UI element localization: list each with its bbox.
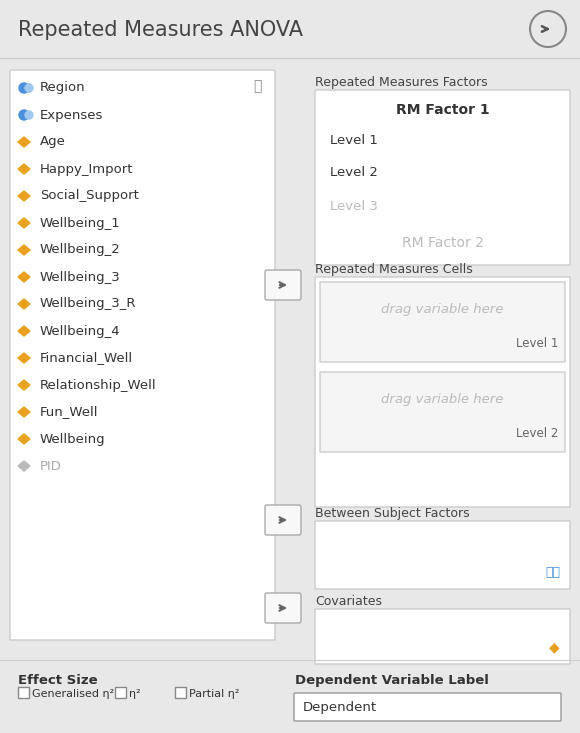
FancyBboxPatch shape: [315, 609, 570, 664]
Text: Effect Size: Effect Size: [18, 674, 97, 687]
Polygon shape: [18, 407, 30, 417]
Text: Dependent: Dependent: [303, 701, 377, 713]
Text: Relationship_Well: Relationship_Well: [40, 378, 157, 391]
Text: Level 3: Level 3: [330, 199, 378, 213]
Text: Social_Support: Social_Support: [40, 190, 139, 202]
Polygon shape: [18, 137, 30, 147]
Text: Wellbeing_2: Wellbeing_2: [40, 243, 121, 257]
Text: Between Subject Factors: Between Subject Factors: [315, 507, 470, 520]
FancyBboxPatch shape: [294, 693, 561, 721]
Text: η²: η²: [129, 689, 140, 699]
Bar: [18, 687, 29, 698]
Text: Wellbeing_1: Wellbeing_1: [40, 216, 121, 229]
Text: Covariates: Covariates: [315, 595, 382, 608]
Text: Repeated Measures Factors: Repeated Measures Factors: [315, 76, 488, 89]
Polygon shape: [18, 191, 30, 201]
Bar: [0, 0, 580, 58]
Text: Financial_Well: Financial_Well: [40, 352, 133, 364]
Text: Level 2: Level 2: [330, 166, 378, 180]
Text: Wellbeing: Wellbeing: [40, 432, 106, 446]
Text: Level 2: Level 2: [516, 427, 558, 440]
Text: drag variable here: drag variable here: [381, 394, 503, 407]
Text: Fun_Well: Fun_Well: [40, 405, 99, 419]
Text: Dependent Variable Label: Dependent Variable Label: [295, 674, 489, 687]
FancyBboxPatch shape: [10, 70, 275, 640]
Text: 🔍: 🔍: [253, 79, 261, 93]
FancyBboxPatch shape: [265, 593, 301, 623]
Text: Partial η²: Partial η²: [189, 689, 240, 699]
Text: 👤📊: 👤📊: [545, 566, 560, 579]
Polygon shape: [18, 353, 30, 363]
Text: Wellbeing_3: Wellbeing_3: [40, 270, 121, 284]
FancyBboxPatch shape: [315, 521, 570, 589]
FancyBboxPatch shape: [265, 505, 301, 535]
Circle shape: [25, 84, 33, 92]
Bar: [115, 687, 126, 698]
Text: Region: Region: [40, 81, 86, 95]
Text: Wellbeing_3_R: Wellbeing_3_R: [40, 298, 136, 311]
Text: Repeated Measures ANOVA: Repeated Measures ANOVA: [18, 20, 303, 40]
Text: RM Factor 1: RM Factor 1: [396, 103, 490, 117]
Text: Level 1: Level 1: [516, 337, 558, 350]
Polygon shape: [18, 245, 30, 255]
Circle shape: [19, 83, 29, 93]
Polygon shape: [18, 164, 30, 174]
Circle shape: [19, 110, 29, 120]
Polygon shape: [18, 218, 30, 228]
FancyBboxPatch shape: [315, 277, 570, 507]
Bar: [175, 687, 186, 698]
Text: PID: PID: [40, 460, 62, 473]
FancyBboxPatch shape: [265, 270, 301, 300]
Text: RM Factor 2: RM Factor 2: [401, 236, 484, 250]
Text: ◆: ◆: [549, 640, 560, 654]
Polygon shape: [18, 299, 30, 309]
Circle shape: [25, 111, 33, 119]
Polygon shape: [18, 461, 30, 471]
Text: Repeated Measures Cells: Repeated Measures Cells: [315, 263, 473, 276]
FancyBboxPatch shape: [315, 90, 570, 265]
Text: Expenses: Expenses: [40, 108, 103, 122]
FancyBboxPatch shape: [320, 372, 565, 452]
Text: Level 1: Level 1: [330, 133, 378, 147]
Polygon shape: [18, 380, 30, 390]
Text: Age: Age: [40, 136, 66, 149]
Text: Happy_Import: Happy_Import: [40, 163, 133, 175]
Text: Generalised η²: Generalised η²: [32, 689, 114, 699]
Polygon shape: [18, 272, 30, 282]
FancyBboxPatch shape: [320, 282, 565, 362]
Polygon shape: [18, 434, 30, 444]
Text: Wellbeing_4: Wellbeing_4: [40, 325, 121, 337]
Text: drag variable here: drag variable here: [381, 303, 503, 317]
Polygon shape: [18, 326, 30, 336]
